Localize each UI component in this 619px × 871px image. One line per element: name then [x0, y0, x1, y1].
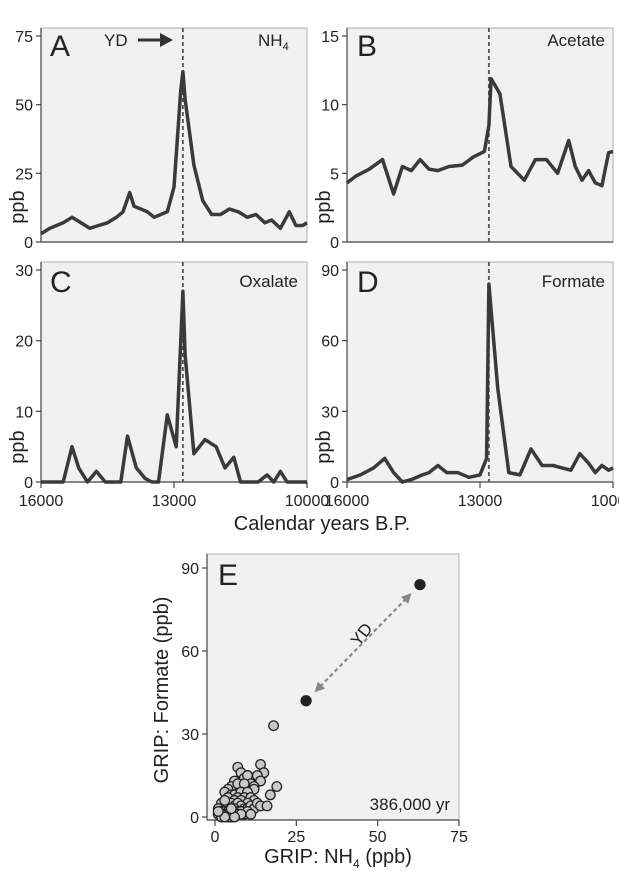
panel-e-data-point — [219, 794, 231, 806]
panel-b-series-line — [345, 76, 614, 196]
panel-e-ytick-label: 0 — [190, 810, 199, 827]
panel-c-ytick-label: 10 — [15, 404, 33, 421]
panel-e-xtick-label: 50 — [369, 829, 387, 846]
panel-a-plot: 0 25 50 75 — [15, 28, 308, 252]
panel-e-xtick-label: 75 — [450, 829, 468, 846]
panel-d-xtick-label: 16000 — [325, 493, 370, 510]
panel-a-ylabel: ppb — [7, 190, 29, 223]
yd-arrow-head — [160, 33, 173, 47]
panel-a-label: NH4 — [258, 31, 289, 53]
panel-e-data-point — [245, 808, 257, 820]
panel-d-xtick-label: 13000 — [458, 493, 503, 510]
panel-c-frame — [40, 261, 308, 483]
panel-c-label: Oxalate — [239, 272, 298, 291]
panel-a-ytick-label: 75 — [15, 29, 33, 46]
panel-a-ytick-label: 25 — [15, 166, 33, 183]
panel-c-ylabel: ppb — [7, 430, 29, 463]
panel-e-plot: 0 30 60 90 0 25 50 75 — [181, 554, 468, 846]
panel-b-ytick-label: 0 — [330, 235, 339, 252]
panel-a-ytick-label: 0 — [24, 235, 33, 252]
panel-c-ytick-label: 0 — [24, 475, 33, 492]
panel-e-yd-arrowhead-high — [400, 593, 412, 604]
shared-xlabel: Calendar years B.P. — [234, 513, 410, 535]
panel-d-series-line — [346, 282, 614, 484]
panel-e-letter: E — [218, 559, 238, 592]
panel-b-ylabel: ppb — [313, 190, 335, 223]
panel-e-data-point — [268, 720, 280, 732]
panel-d-xtick-label: 10000 — [591, 493, 619, 510]
panel-e-data-point — [264, 789, 276, 801]
panel-e-yd-point — [300, 695, 312, 707]
panel-a-frame — [40, 27, 308, 243]
panel-e-xlabel: GRIP: NH4 (ppb) — [264, 846, 412, 871]
panel-b-ytick-label: 5 — [330, 166, 339, 183]
panel-c-series-line — [41, 289, 307, 484]
panel-d-ytick-label: 30 — [321, 404, 339, 421]
panel-a-letter: A — [50, 30, 70, 63]
panel-e-yd-point — [414, 578, 426, 591]
panel-c-letter: C — [50, 266, 72, 299]
panel-d-ytick-label: 0 — [330, 475, 339, 492]
panel-e-ytick-label: 90 — [181, 561, 199, 578]
panel-b-frame — [346, 27, 614, 243]
panel-c-xtick-label: 16000 — [19, 493, 64, 510]
yd-annotation: YD — [104, 31, 128, 50]
panel-c-xtick-label: 10000 — [285, 493, 330, 510]
panel-b-label: Acetate — [547, 31, 605, 50]
panel-d-ytick-label: 90 — [321, 263, 339, 280]
panel-b-letter: B — [357, 30, 377, 63]
panel-d-ytick-label: 60 — [321, 334, 339, 351]
panel-c-ytick-label: 30 — [15, 263, 33, 280]
panel-b-plot: 0 5 10 15 — [321, 28, 614, 252]
panel-c-ytick-label: 20 — [15, 334, 33, 351]
panel-e-data-point — [225, 803, 237, 815]
panel-a-series-line — [40, 69, 308, 236]
panel-c-plot: 0 10 20 30 16000 13000 10000 — [15, 262, 329, 510]
panel-d-frame — [346, 261, 614, 483]
panel-e-ytick-label: 30 — [181, 727, 199, 744]
panel-d-plot: 0 30 60 90 16000 13000 10000 — [321, 262, 619, 510]
panel-e-data-point — [261, 800, 273, 812]
panel-e-note: 386,000 yr — [370, 795, 451, 814]
panel-e-ytick-label: 60 — [181, 644, 199, 661]
panel-a-ytick-label: 50 — [15, 98, 33, 115]
panel-d-ylabel: ppb — [313, 430, 335, 463]
panel-e-yd-arrowhead-low — [314, 681, 326, 693]
panel-b-ytick-label: 10 — [321, 98, 339, 115]
panel-e-xtick-label: 0 — [211, 829, 220, 846]
panel-c-xtick-label: 13000 — [152, 493, 197, 510]
panel-d-letter: D — [357, 266, 379, 299]
panel-b-ytick-label: 15 — [321, 29, 339, 46]
panel-e-data-point — [271, 781, 283, 793]
panel-d-label: Formate — [542, 272, 605, 291]
panel-e-xtick-label: 25 — [287, 829, 305, 846]
panel-e-data-point — [212, 806, 224, 817]
panel-e-ylabel: GRIP: Formate (ppb) — [151, 597, 173, 784]
